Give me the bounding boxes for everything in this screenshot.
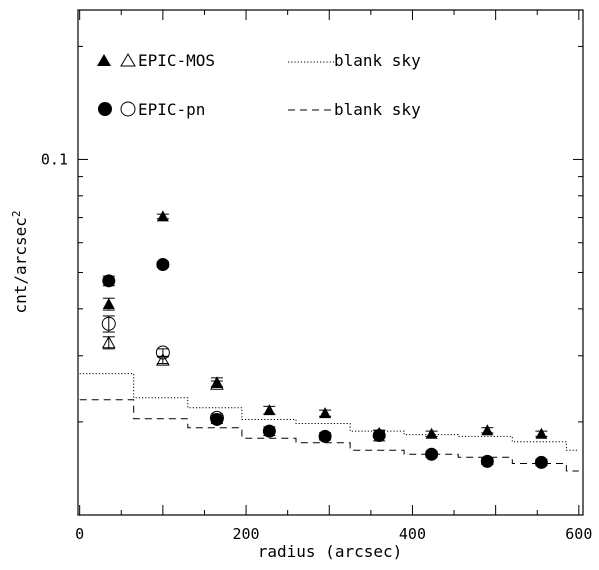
- legend-mos-sky-label: blank sky: [334, 51, 421, 70]
- y-axis-title: cnt/arcsec2: [10, 211, 30, 314]
- legend-mos-open-marker: [120, 53, 136, 67]
- x-tick-label: 0: [75, 525, 84, 543]
- x-tick-label: 400: [399, 525, 426, 543]
- pn-filled-point: [318, 429, 332, 443]
- pn-open-point: [209, 410, 224, 425]
- x-tick-label: 200: [233, 525, 260, 543]
- legend-mos-label: EPIC-MOS: [138, 51, 215, 70]
- legend-pn-label: EPIC-pn: [138, 100, 205, 119]
- tick-labels: 0 200 400 600 0.1: [41, 150, 592, 543]
- x-tick-label: 600: [565, 525, 592, 543]
- y-axis-title-superscript: 2: [10, 211, 23, 218]
- pn-blank-sky-line: [79, 399, 579, 472]
- y-axis-title-main: cnt/arcsec: [11, 217, 30, 313]
- pn-open-point: [101, 316, 116, 331]
- mos-filled-point: [319, 407, 332, 419]
- mos-open-point: [210, 377, 224, 390]
- pn-filled-point: [102, 274, 116, 288]
- legend-mos-filled-marker: [97, 54, 111, 66]
- axis-ticks: [78, 10, 583, 515]
- legend-pn-filled-marker: [98, 102, 112, 116]
- mos-filled-point: [263, 404, 276, 416]
- pn-filled-point: [534, 455, 548, 469]
- mos-open-point: [156, 353, 170, 366]
- legend: EPIC-MOS EPIC-pn blank sky blank sky: [97, 51, 421, 119]
- mos-open-point: [101, 335, 116, 349]
- sky-lines: [79, 373, 579, 472]
- mos-filled-point: [535, 427, 548, 439]
- data-points: [101, 210, 548, 469]
- mos-filled-point: [156, 210, 169, 222]
- legend-pn-sky-label: blank sky: [334, 100, 421, 119]
- legend-pn-open-marker: [120, 101, 136, 117]
- mos-filled-point: [481, 424, 494, 436]
- plot-frame: [77, 9, 584, 516]
- mos-blank-sky-line: [79, 373, 579, 451]
- y-tick-label: 0.1: [41, 150, 68, 168]
- mos-filled-point: [425, 427, 438, 439]
- pn-filled-point: [262, 424, 276, 438]
- pn-open-point: [155, 345, 170, 360]
- mos-filled-point: [102, 298, 115, 310]
- pn-filled-point: [425, 447, 439, 461]
- pn-filled-point: [156, 258, 170, 272]
- pn-filled-point: [480, 454, 494, 468]
- x-axis-title: radius (arcsec): [258, 542, 403, 561]
- pn-filled-point: [372, 428, 386, 442]
